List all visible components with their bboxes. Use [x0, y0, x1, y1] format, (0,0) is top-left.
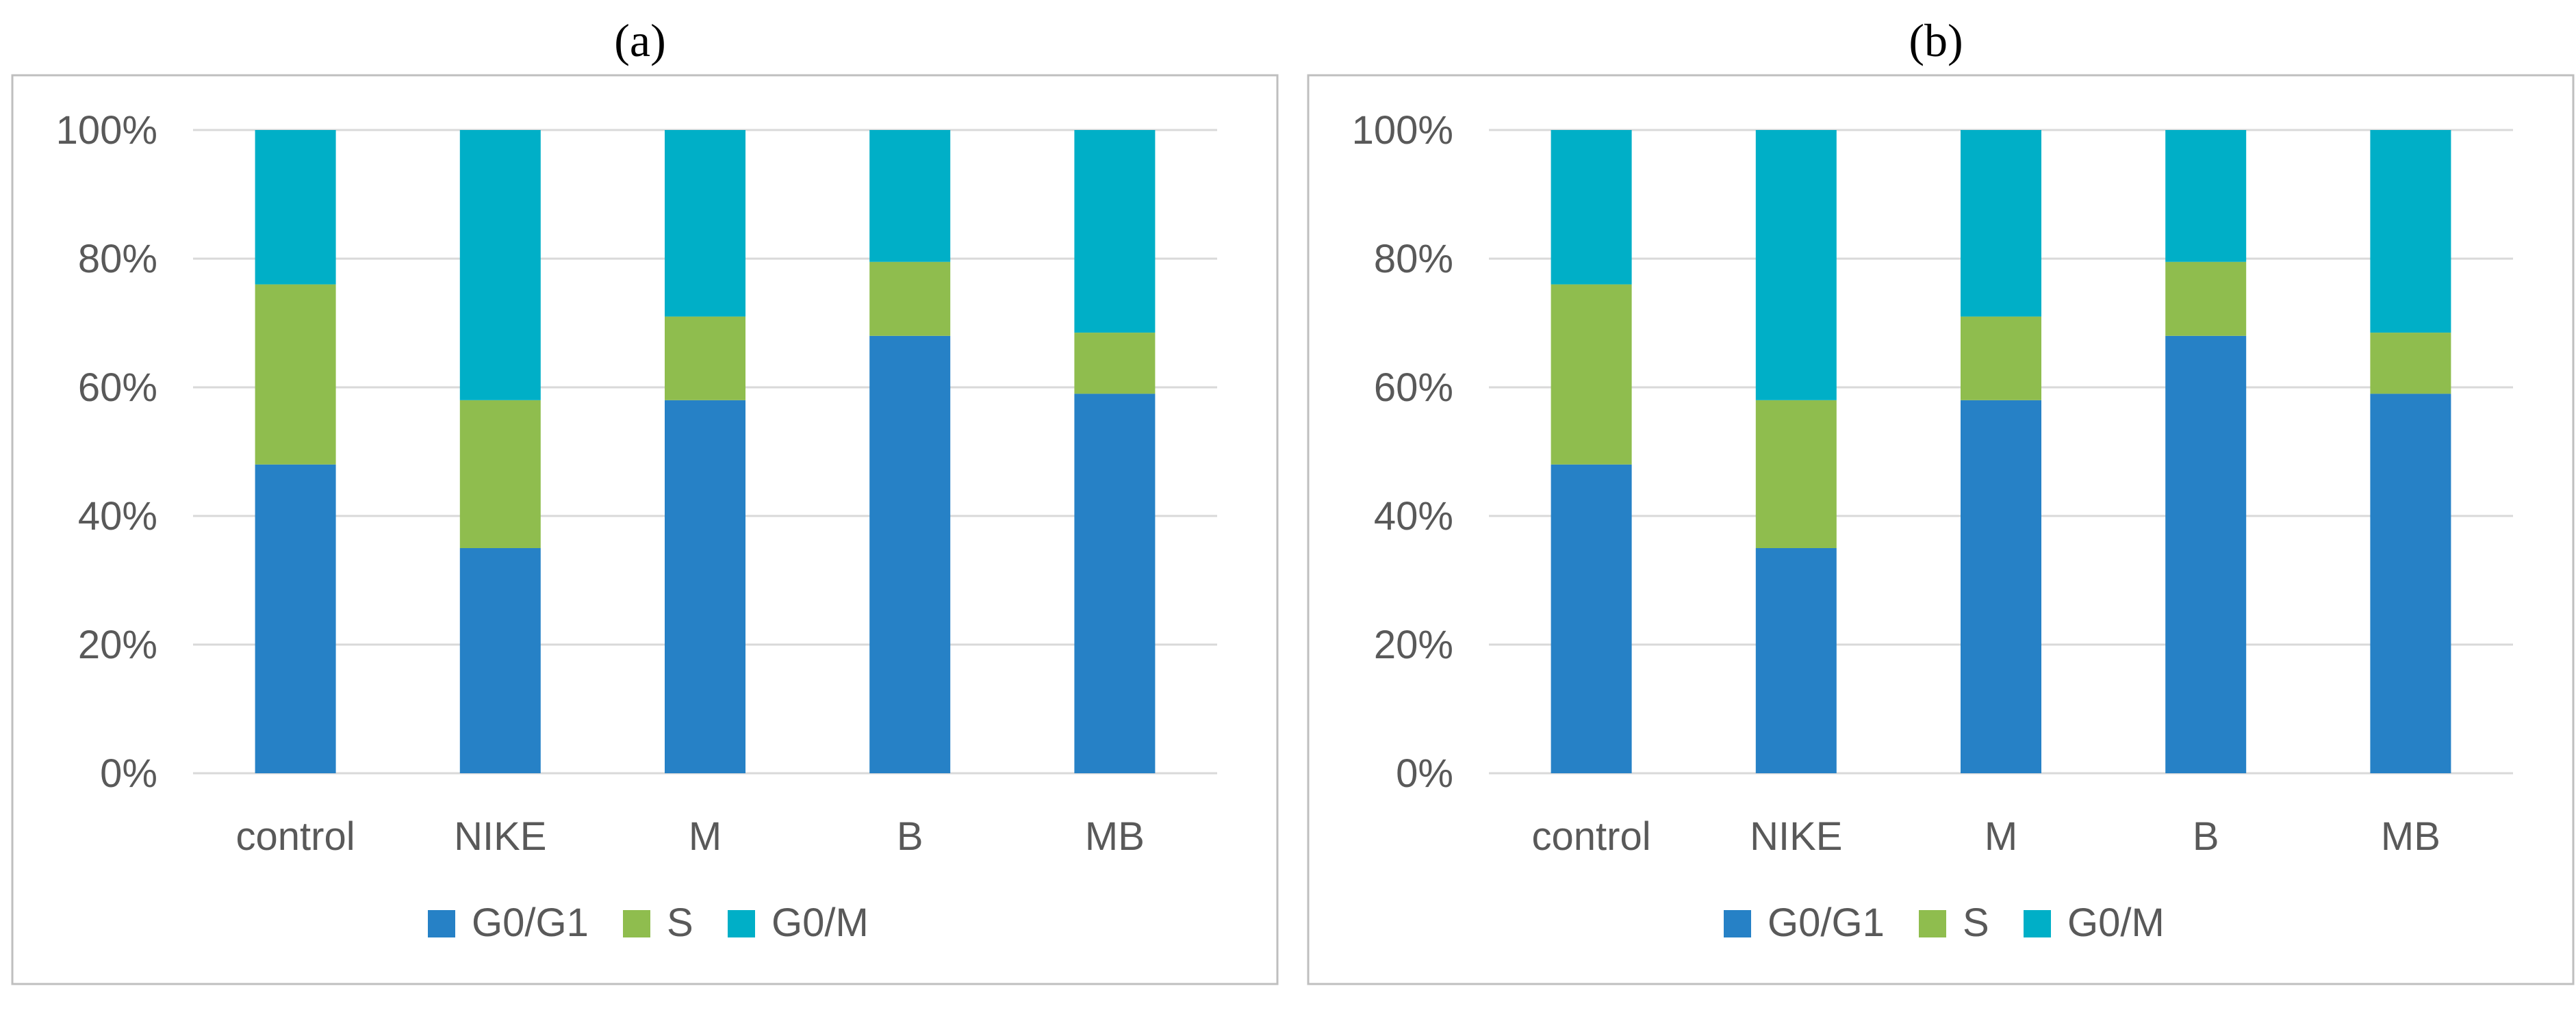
y-tick-label: 40%	[1374, 494, 1453, 539]
panel-b: (b) 0% 20% 40% 60% 80% 100% control NIKE M B MB G0/…	[1296, 0, 2576, 1010]
legend-label: G0/G1	[472, 901, 589, 945]
bar-g0-m-b	[869, 130, 951, 262]
bar-g0-g1-m	[1961, 400, 2041, 773]
bar-g0-m-control	[1551, 130, 1632, 285]
bar-g0-g1-mb	[1074, 393, 1156, 773]
bar-s-nike	[1755, 400, 1837, 548]
y-tick-label: 100%	[56, 108, 157, 153]
bar-s-control	[1551, 284, 1632, 465]
bar-g0-m-control	[255, 130, 336, 285]
legend-swatch	[623, 910, 650, 937]
y-tick-label: 0%	[1396, 751, 1453, 796]
bar-g0-g1-nike	[459, 548, 541, 773]
legend-swatch	[2024, 910, 2051, 937]
bar-g0-g1-b	[2165, 335, 2247, 773]
y-tick-label: 60%	[78, 365, 157, 410]
bar-g0-m-nike	[459, 130, 541, 400]
bar-s-mb	[1074, 333, 1156, 394]
bar-g0-g1-control	[1551, 464, 1632, 773]
y-tick-label: 100%	[1352, 108, 1453, 153]
bar-s-b	[2165, 261, 2247, 336]
chart-frame	[11, 74, 1279, 985]
bar-g0-m-nike	[1755, 130, 1837, 400]
x-tick-label: NIKE	[454, 814, 546, 859]
chart-frame	[1307, 74, 2575, 985]
panel-title-b: (b)	[1909, 14, 1963, 66]
legend-swatch	[728, 910, 755, 937]
bar-g0-m-m	[665, 130, 745, 317]
legend-swatch	[1919, 910, 1946, 937]
y-tick-label: 40%	[78, 494, 157, 539]
x-tick-label: B	[2193, 814, 2219, 859]
x-tick-label: NIKE	[1750, 814, 1842, 859]
bar-g0-m-mb	[2370, 130, 2451, 333]
bar-g0-g1-m	[665, 400, 745, 773]
bar-g0-g1-nike	[1755, 548, 1837, 773]
bar-g0-g1-control	[255, 464, 336, 773]
bar-s-control	[255, 284, 336, 465]
bar-s-nike	[459, 400, 541, 548]
y-tick-label: 20%	[1374, 623, 1453, 667]
y-tick-label: 60%	[1374, 365, 1453, 410]
panel-a: (a) 0% 20% 40% 60% 80% 100% control NIKE M B MB G0/…	[0, 0, 1280, 1010]
bar-s-b	[869, 261, 951, 336]
x-tick-label: B	[897, 814, 923, 859]
bar-g0-m-m	[1961, 130, 2041, 317]
bar-s-mb	[2370, 333, 2451, 394]
x-tick-label: M	[1985, 814, 2017, 859]
y-tick-label: 80%	[1374, 237, 1453, 281]
bar-s-m	[1961, 316, 2041, 400]
y-tick-label: 20%	[78, 623, 157, 667]
bar-g0-m-b	[2165, 130, 2247, 262]
x-tick-label: control	[236, 814, 355, 859]
x-tick-label: MB	[1085, 814, 1145, 859]
bar-g0-m-mb	[1074, 130, 1156, 333]
x-tick-label: MB	[2381, 814, 2440, 859]
legend-swatch	[1724, 910, 1751, 937]
legend-label: G0/M	[2067, 901, 2165, 945]
legend-label: G0/M	[771, 901, 869, 945]
y-tick-label: 0%	[100, 751, 157, 796]
x-tick-label: M	[689, 814, 722, 859]
legend-label: S	[667, 901, 693, 945]
bar-g0-g1-mb	[2370, 393, 2451, 773]
x-tick-label: control	[1532, 814, 1651, 859]
legend-label: G0/G1	[1768, 901, 1885, 945]
legend-swatch	[428, 910, 455, 937]
legend-label: S	[1963, 901, 1989, 945]
bar-s-m	[665, 316, 745, 400]
panel-title-a: (a)	[614, 14, 666, 66]
y-tick-label: 80%	[78, 237, 157, 281]
bar-g0-g1-b	[869, 335, 951, 773]
